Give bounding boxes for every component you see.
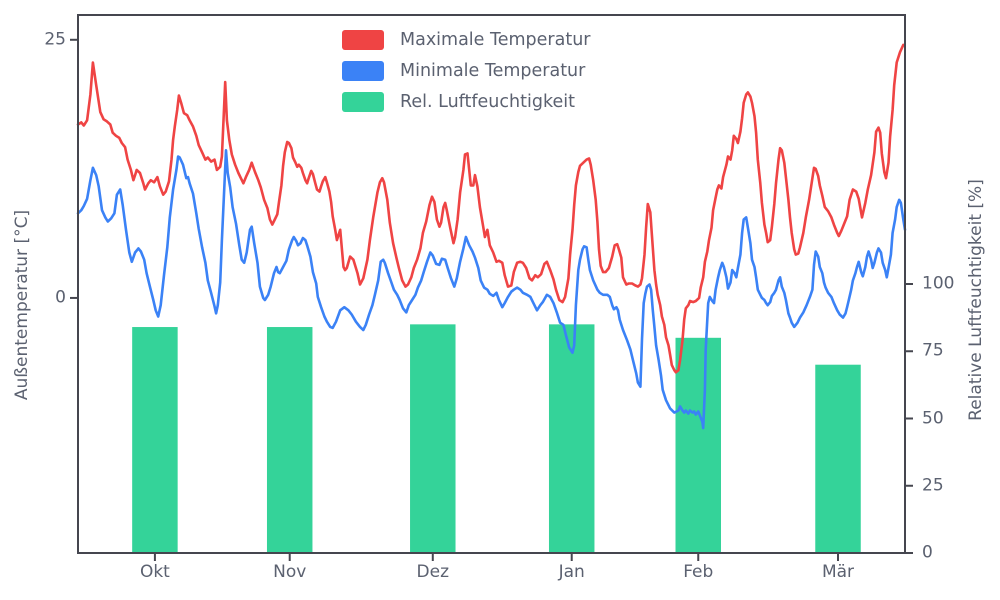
humidity-bar-Mär xyxy=(815,364,861,553)
max-temp-swatch-icon xyxy=(342,30,384,50)
humidity-bar-Feb xyxy=(675,337,721,553)
humidity-bar-Dez xyxy=(410,324,456,553)
legend-label-max-temp: Maximale Temperatur xyxy=(400,30,591,50)
x-tick-label-Mär: Mär xyxy=(821,562,855,582)
legend-row-min-temp: Minimale Temperatur xyxy=(342,61,590,81)
line-min-temp xyxy=(76,149,907,430)
legend-row-humidity: Rel. Luftfeuchtigkeit xyxy=(342,92,590,112)
legend-label-min-temp: Minimale Temperatur xyxy=(400,61,586,81)
left-axis-label: Außentemperatur [°C] xyxy=(12,209,32,401)
humidity-bar-Jan xyxy=(548,324,595,553)
right-tick-label-75: 75 xyxy=(922,340,944,361)
humidity-bar-Nov xyxy=(266,327,313,553)
right-tick-label-100: 100 xyxy=(922,273,955,294)
x-tick-label-Okt: Okt xyxy=(139,562,170,582)
x-tick-label-Dez: Dez xyxy=(416,562,450,582)
left-tick-label-25: 25 xyxy=(44,29,66,50)
legend: Maximale Temperatur Minimale Temperatur … xyxy=(342,30,590,112)
x-tick-label-Feb: Feb xyxy=(683,562,714,582)
legend-label-humidity: Rel. Luftfeuchtigkeit xyxy=(400,92,575,112)
right-tick-label-25: 25 xyxy=(922,475,944,496)
right-tick-label-50: 50 xyxy=(922,408,944,428)
x-tick-label-Jan: Jan xyxy=(558,562,585,582)
left-tick-label-0: 0 xyxy=(55,287,66,308)
right-axis-label: Relative Luftfeuchtigkeit [%] xyxy=(966,179,986,421)
right-tick-label-0: 0 xyxy=(922,542,933,563)
line-max-temp xyxy=(76,43,905,374)
humidity-swatch-icon xyxy=(342,92,384,112)
min-temp-swatch-icon xyxy=(342,61,384,81)
x-tick-label-Nov: Nov xyxy=(273,562,307,582)
humidity-bar-Okt xyxy=(132,327,178,553)
legend-row-max-temp: Maximale Temperatur xyxy=(342,30,590,50)
